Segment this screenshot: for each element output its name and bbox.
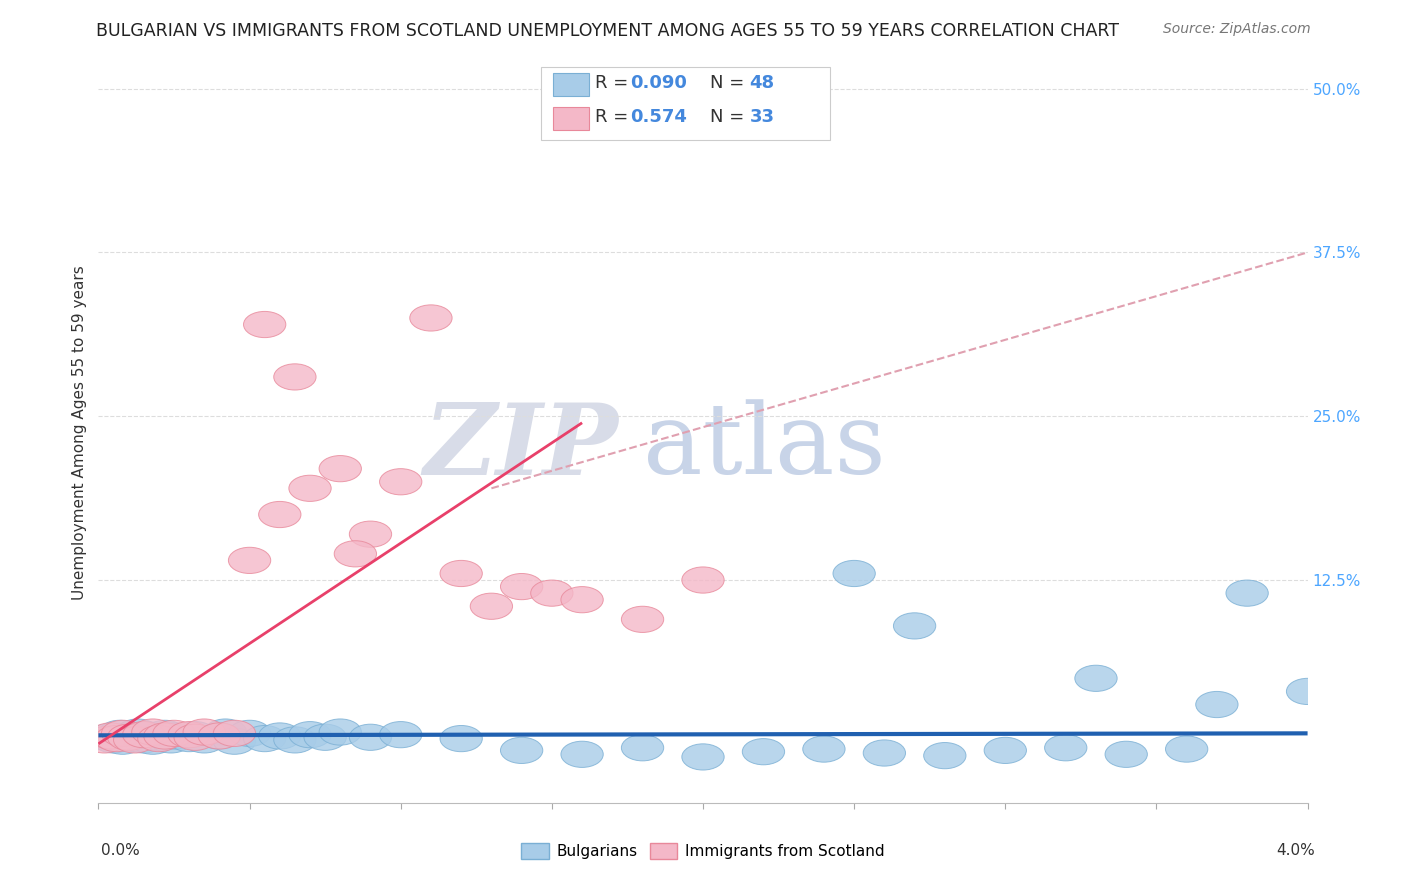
Ellipse shape [501,574,543,599]
Ellipse shape [349,521,392,548]
Ellipse shape [183,727,225,753]
Ellipse shape [204,719,246,745]
Ellipse shape [440,725,482,752]
Ellipse shape [143,723,186,749]
Text: BULGARIAN VS IMMIGRANTS FROM SCOTLAND UNEMPLOYMENT AMONG AGES 55 TO 59 YEARS COR: BULGARIAN VS IMMIGRANTS FROM SCOTLAND UN… [96,22,1119,40]
Ellipse shape [863,739,905,766]
Ellipse shape [228,548,271,574]
Text: 48: 48 [749,74,775,92]
Ellipse shape [319,456,361,482]
Ellipse shape [409,305,453,331]
Ellipse shape [561,587,603,613]
Ellipse shape [183,719,225,745]
Ellipse shape [101,728,143,755]
Ellipse shape [380,722,422,747]
Ellipse shape [107,723,150,749]
Ellipse shape [174,724,217,750]
Ellipse shape [259,501,301,528]
Ellipse shape [228,720,271,747]
Ellipse shape [117,719,159,745]
Ellipse shape [138,725,180,752]
Ellipse shape [150,727,193,753]
Ellipse shape [682,567,724,593]
Ellipse shape [167,725,211,752]
Ellipse shape [561,741,603,767]
Ellipse shape [832,560,876,587]
Ellipse shape [1195,691,1239,718]
Ellipse shape [621,735,664,761]
Text: N =: N = [710,74,749,92]
Ellipse shape [288,475,332,501]
Ellipse shape [288,722,332,747]
Ellipse shape [984,738,1026,764]
Ellipse shape [93,727,135,753]
Ellipse shape [86,724,129,750]
Ellipse shape [274,727,316,753]
Ellipse shape [319,719,361,745]
Ellipse shape [83,727,125,753]
Ellipse shape [90,723,132,749]
Ellipse shape [122,727,165,753]
Text: atlas: atlas [643,400,886,495]
Ellipse shape [274,364,316,390]
Ellipse shape [167,722,211,747]
Ellipse shape [214,720,256,747]
Ellipse shape [243,311,285,337]
Ellipse shape [243,725,285,752]
Text: 4.0%: 4.0% [1275,843,1315,858]
Ellipse shape [107,724,150,750]
Ellipse shape [214,728,256,755]
Ellipse shape [132,719,174,745]
Ellipse shape [96,725,138,752]
Ellipse shape [153,723,195,749]
Ellipse shape [1045,735,1087,761]
Ellipse shape [114,725,156,752]
Ellipse shape [153,720,195,747]
Ellipse shape [304,724,346,750]
Ellipse shape [1166,736,1208,762]
Ellipse shape [621,607,664,632]
Ellipse shape [198,723,240,749]
Text: N =: N = [710,108,749,126]
Ellipse shape [1286,678,1329,705]
Ellipse shape [143,720,186,747]
Ellipse shape [742,739,785,764]
Ellipse shape [530,580,574,607]
Text: 0.090: 0.090 [630,74,686,92]
Text: R =: R = [595,108,634,126]
Ellipse shape [198,723,240,749]
Ellipse shape [114,727,156,753]
Ellipse shape [125,722,167,747]
Ellipse shape [1074,665,1118,691]
Ellipse shape [924,742,966,769]
Ellipse shape [122,722,165,747]
Text: ZIP: ZIP [423,400,619,496]
Ellipse shape [132,728,174,755]
Y-axis label: Unemployment Among Ages 55 to 59 years: Unemployment Among Ages 55 to 59 years [72,265,87,600]
Ellipse shape [501,738,543,764]
Ellipse shape [259,723,301,749]
Ellipse shape [101,720,143,747]
Ellipse shape [682,744,724,770]
Ellipse shape [803,736,845,762]
Legend: Bulgarians, Immigrants from Scotland: Bulgarians, Immigrants from Scotland [515,838,891,865]
Ellipse shape [98,720,141,747]
Text: 0.574: 0.574 [630,108,686,126]
Ellipse shape [440,560,482,587]
Text: R =: R = [595,74,634,92]
Ellipse shape [380,468,422,495]
Ellipse shape [138,724,180,750]
Text: Source: ZipAtlas.com: Source: ZipAtlas.com [1163,22,1310,37]
Ellipse shape [893,613,936,639]
Ellipse shape [1226,580,1268,607]
Ellipse shape [174,722,217,747]
Ellipse shape [349,724,392,750]
Text: 33: 33 [749,108,775,126]
Text: 0.0%: 0.0% [101,843,141,858]
Ellipse shape [470,593,513,619]
Ellipse shape [335,541,377,567]
Ellipse shape [1105,741,1147,767]
